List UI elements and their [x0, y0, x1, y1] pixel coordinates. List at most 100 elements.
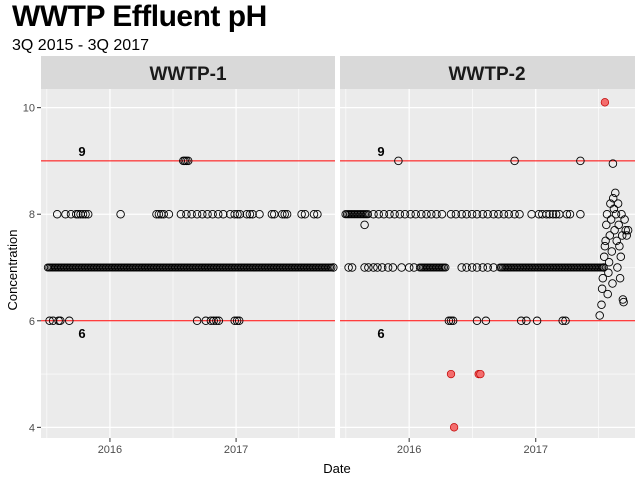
- strip-wwtp-1: [41, 56, 335, 89]
- data-point: [83, 209, 93, 219]
- data-point: [489, 209, 498, 219]
- data-point: [478, 209, 488, 219]
- data-point: [510, 209, 519, 219]
- data-point: [248, 209, 257, 219]
- data-point: [235, 209, 245, 219]
- data-point: [599, 263, 608, 272]
- data-point: [65, 316, 74, 326]
- data-point: [81, 209, 90, 219]
- data-point: [613, 199, 623, 208]
- data-point: [278, 209, 287, 219]
- data-point: [622, 231, 631, 240]
- data-point: [611, 209, 621, 219]
- data-point: [602, 220, 611, 230]
- data-point: [510, 156, 519, 166]
- data-point: [504, 209, 514, 219]
- data-point: [214, 316, 224, 326]
- data-point: [462, 209, 471, 219]
- data-point: [164, 209, 174, 219]
- data-point: [394, 156, 403, 166]
- data-point: [116, 209, 125, 219]
- x-tick-label-2017: 2017: [224, 444, 248, 456]
- data-point: [600, 241, 610, 251]
- data-point: [369, 209, 378, 219]
- data-point: [451, 209, 461, 219]
- x-tick-label-2017: 2017: [524, 444, 548, 456]
- points-wwtp-1: [45, 156, 338, 326]
- outlier-point: [476, 369, 485, 379]
- data-point: [45, 316, 54, 326]
- data-point: [209, 316, 218, 326]
- panel-wwtp-2: WWTP-2 96: [340, 56, 635, 438]
- data-point: [437, 209, 447, 219]
- data-point: [481, 316, 491, 326]
- data-point: [344, 263, 353, 272]
- data-point: [483, 209, 492, 219]
- data-point: [400, 209, 410, 219]
- data-point: [232, 316, 242, 326]
- data-point: [364, 263, 373, 272]
- data-point: [56, 316, 65, 326]
- data-point: [432, 209, 441, 219]
- y-tick-label-8: 8: [29, 209, 35, 221]
- data-point: [198, 209, 207, 219]
- data-point: [176, 209, 186, 219]
- outlier-point: [446, 369, 456, 379]
- data-point: [613, 263, 622, 272]
- data-point: [489, 263, 498, 272]
- data-point: [309, 209, 319, 219]
- data-point: [467, 263, 477, 272]
- data-point: [255, 209, 264, 219]
- reflines-wwtp-2: [340, 160, 635, 322]
- data-point: [478, 263, 488, 272]
- data-point: [605, 231, 615, 240]
- data-point: [78, 209, 88, 219]
- y-tick-label-4: 4: [29, 422, 35, 434]
- data-point: [212, 316, 221, 326]
- data-point: [612, 236, 621, 246]
- data-point: [548, 209, 558, 219]
- data-point: [499, 209, 509, 219]
- data-point: [561, 316, 570, 326]
- data-point: [213, 209, 223, 219]
- data-point: [313, 209, 322, 219]
- data-point: [603, 289, 612, 299]
- strip-label-wwtp-1: WWTP-1: [149, 64, 226, 85]
- data-point: [385, 209, 394, 219]
- y-axis: 4 6 8 10: [23, 103, 41, 434]
- panel-wwtp-1: WWTP-1 96: [41, 56, 338, 438]
- runs-wwtp-2: [341, 210, 608, 272]
- ref-labels-wwtp-2: 96: [377, 144, 384, 341]
- data-point: [558, 316, 567, 326]
- outlier-point: [600, 98, 610, 107]
- data-point: [52, 209, 62, 219]
- data-point: [551, 209, 561, 219]
- data-point: [300, 209, 310, 219]
- data-point: [369, 263, 378, 272]
- data-point: [329, 263, 338, 272]
- data-point: [242, 209, 252, 219]
- data-point: [154, 209, 164, 219]
- data-point: [599, 252, 609, 262]
- data-point: [379, 209, 389, 219]
- data-point: [545, 209, 554, 219]
- data-point: [417, 209, 426, 219]
- data-point: [230, 316, 239, 326]
- data-point: [383, 263, 393, 272]
- data-point: [448, 316, 458, 326]
- data-point: [230, 209, 239, 219]
- data-point: [446, 316, 456, 326]
- ref-labels-wwtp-1: 96: [78, 144, 85, 341]
- data-point: [297, 209, 306, 219]
- data-point: [203, 209, 212, 219]
- data-point: [608, 279, 617, 288]
- x-tick-label-2016: 2016: [98, 444, 122, 456]
- data-point: [608, 193, 618, 203]
- data-point: [390, 209, 399, 219]
- data-point: [516, 316, 526, 326]
- data-point: [395, 209, 405, 219]
- data-point: [623, 225, 633, 235]
- data-point: [522, 316, 531, 326]
- data-point: [373, 263, 382, 272]
